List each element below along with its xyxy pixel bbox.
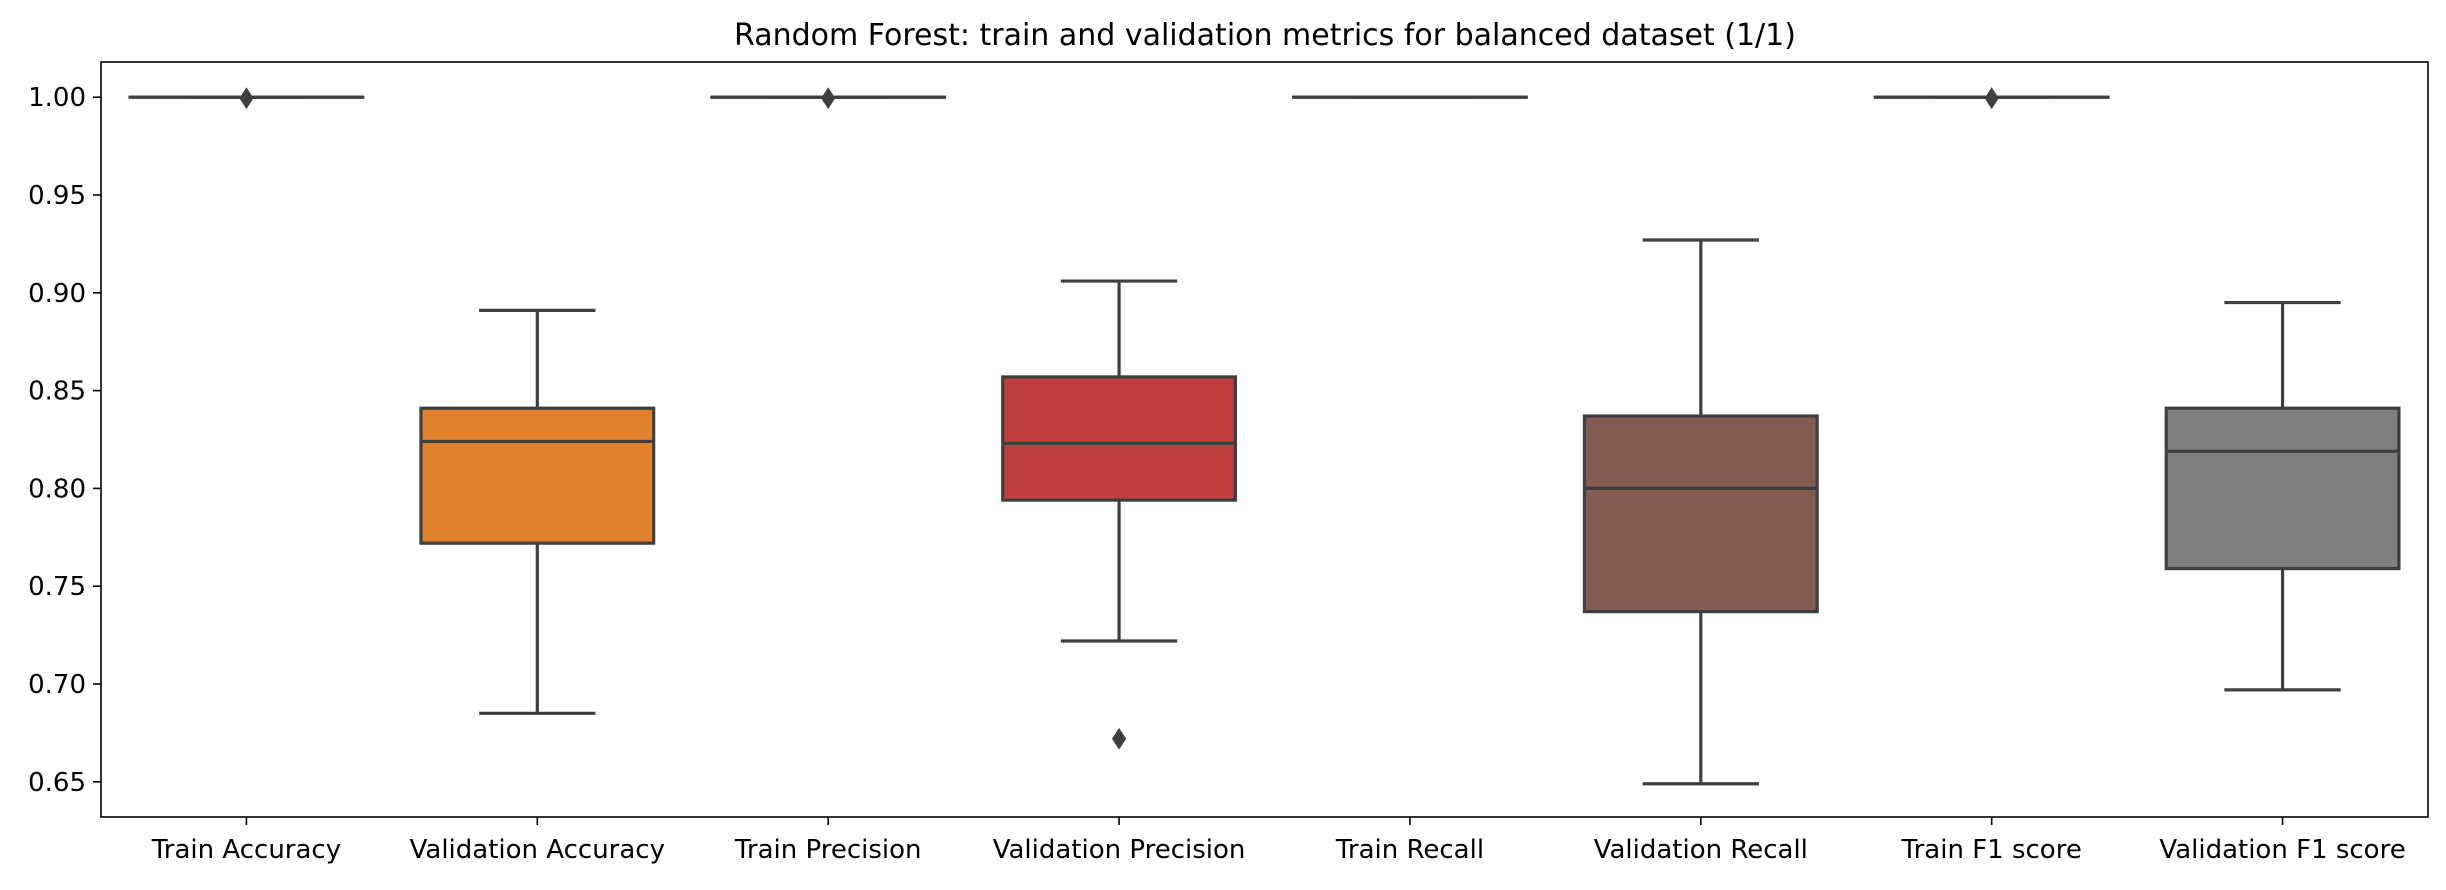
y-tick-label: 0.70	[28, 670, 86, 700]
iqr-box	[1584, 416, 1817, 612]
x-tick-label: Train Accuracy	[151, 835, 341, 865]
y-tick-label: 1.00	[28, 83, 86, 113]
y-tick-label: 0.65	[28, 768, 86, 798]
x-tick-label: Train Precision	[734, 835, 922, 865]
x-tick-label: Validation F1 score	[2159, 835, 2405, 865]
x-tick-label: Validation Recall	[1594, 835, 1808, 865]
y-tick-label: 0.90	[28, 279, 86, 309]
y-tick-label: 0.85	[28, 377, 86, 407]
y-tick-label: 0.75	[28, 572, 86, 602]
x-tick-label: Validation Precision	[993, 835, 1246, 865]
iqr-box	[2166, 408, 2399, 568]
y-tick-label: 0.95	[28, 181, 86, 211]
chart-title: Random Forest: train and validation metr…	[734, 18, 1796, 53]
y-tick-label: 0.80	[28, 474, 86, 504]
x-tick-label: Train F1 score	[1901, 835, 2082, 865]
iqr-box	[1003, 377, 1236, 500]
x-tick-label: Train Recall	[1335, 835, 1484, 865]
iqr-box	[421, 408, 654, 543]
x-tick-label: Validation Accuracy	[410, 835, 665, 865]
